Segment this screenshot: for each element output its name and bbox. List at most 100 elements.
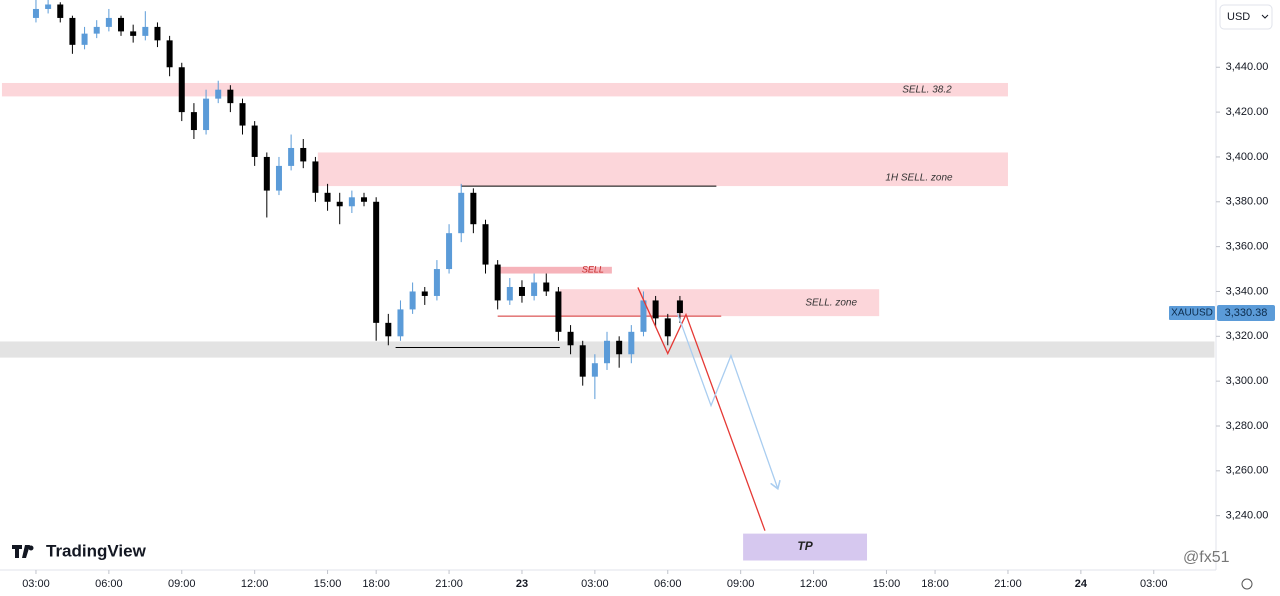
x-tick-label: 15:00	[873, 578, 901, 590]
candle-body	[166, 40, 173, 68]
candle-body	[32, 8, 39, 18]
settings-icon[interactable]	[1241, 578, 1253, 590]
candle-body	[591, 363, 598, 377]
x-tick-label: 06:00	[95, 578, 123, 590]
candle-body	[324, 192, 331, 202]
currency-button[interactable]	[1219, 4, 1273, 30]
candle-body	[239, 103, 246, 126]
y-tick-label: 3,300.00	[1226, 375, 1269, 387]
candle-body	[154, 26, 161, 41]
x-tick-label: 12:00	[241, 578, 269, 590]
y-tick-label: 3,240.00	[1226, 510, 1269, 522]
plot: SELL. 38.2 1H SELL. zone SELL SELL. zone TP	[0, 0, 1215, 561]
candle-body	[361, 197, 368, 202]
zone	[500, 266, 612, 274]
candle-body	[385, 322, 392, 337]
x-tick-label: 03:00	[22, 578, 50, 590]
candle-body	[57, 4, 64, 18]
candle-body	[300, 147, 307, 162]
x-tick-label: 09:00	[727, 578, 755, 590]
candle-body	[288, 147, 295, 166]
y-tick-label: 3,380.00	[1226, 196, 1269, 208]
brand: TradingView	[46, 541, 147, 560]
logo: TradingView	[12, 541, 147, 560]
zone-label: SELL. 38.2	[902, 84, 952, 95]
candle-body	[531, 282, 538, 296]
candle-body	[494, 264, 501, 301]
y-tick-label: 3,400.00	[1226, 151, 1269, 163]
candle-body	[81, 33, 88, 45]
candle-body	[652, 300, 659, 319]
candle-body	[567, 331, 574, 346]
candle-body	[130, 31, 137, 36]
x-tick-label: 21:00	[994, 578, 1022, 590]
logo-icon	[28, 545, 34, 551]
zone-label: SELL	[582, 265, 604, 275]
candle-body	[421, 291, 428, 296]
x-tick-label: 09:00	[168, 578, 196, 590]
projection-path	[637, 287, 766, 531]
candle-body	[312, 161, 319, 193]
y-tick-label: 3,360.00	[1226, 241, 1269, 253]
candle-body	[458, 192, 465, 234]
candle-body	[433, 269, 440, 296]
candle-body	[409, 291, 416, 310]
x-tick-label: 03:00	[581, 578, 609, 590]
candle-body	[664, 318, 671, 337]
candle-body	[579, 345, 586, 377]
zone	[743, 533, 868, 561]
candle-body	[142, 26, 149, 36]
price-label: 3,330.38	[1225, 307, 1268, 319]
projection-path	[676, 313, 777, 488]
candle-body	[105, 17, 112, 27]
candle-body	[178, 67, 185, 113]
candle-body	[348, 197, 355, 207]
logo-icon	[12, 545, 30, 558]
candle-body	[543, 282, 550, 292]
candle-body	[518, 286, 525, 296]
y-tick-label: 3,320.00	[1226, 330, 1269, 342]
x-tick-label: 18:00	[921, 578, 949, 590]
y-tick-label: 3,260.00	[1226, 465, 1269, 477]
y-tick-label: 3,440.00	[1226, 61, 1269, 73]
candle-body	[628, 331, 635, 355]
candle-body	[470, 192, 477, 225]
x-tick-label: 21:00	[435, 578, 463, 590]
candle-body	[446, 233, 453, 270]
candle-body	[215, 89, 222, 99]
y-tick-label: 3,340.00	[1226, 285, 1269, 297]
zone	[559, 289, 880, 317]
x-tick-label: 15:00	[314, 578, 342, 590]
zone-label: 1H SELL. zone	[885, 173, 953, 184]
candle-body	[555, 291, 562, 332]
zone	[317, 152, 1008, 187]
candle-body	[482, 224, 489, 265]
x-tick-label: 12:00	[800, 578, 828, 590]
candle-body	[190, 112, 197, 131]
candle-body	[45, 4, 52, 9]
x-tick-label: 06:00	[654, 578, 682, 590]
zone-label: TP	[797, 539, 813, 553]
candle-body	[640, 300, 647, 332]
candle-body	[397, 309, 404, 337]
price-tag	[1217, 305, 1275, 322]
currency: USD	[1227, 11, 1250, 23]
dropdown-icon	[1261, 14, 1269, 19]
candle-body	[227, 89, 234, 104]
candle-body	[336, 201, 343, 207]
candle-body	[616, 340, 623, 355]
candle-body	[275, 165, 282, 191]
x-tick-label: 18:00	[362, 578, 390, 590]
candle-body	[118, 17, 125, 32]
candle-body	[251, 125, 258, 157]
candle-body	[93, 26, 100, 34]
symbol-label: XAUUSD	[1171, 308, 1213, 319]
watermark: @fx51	[1183, 549, 1230, 566]
candle-body	[506, 286, 513, 301]
x-tick-label: 23	[516, 578, 528, 590]
x-tick-label: 03:00	[1140, 578, 1168, 590]
candle-body	[203, 98, 210, 131]
candle-body	[676, 300, 683, 314]
